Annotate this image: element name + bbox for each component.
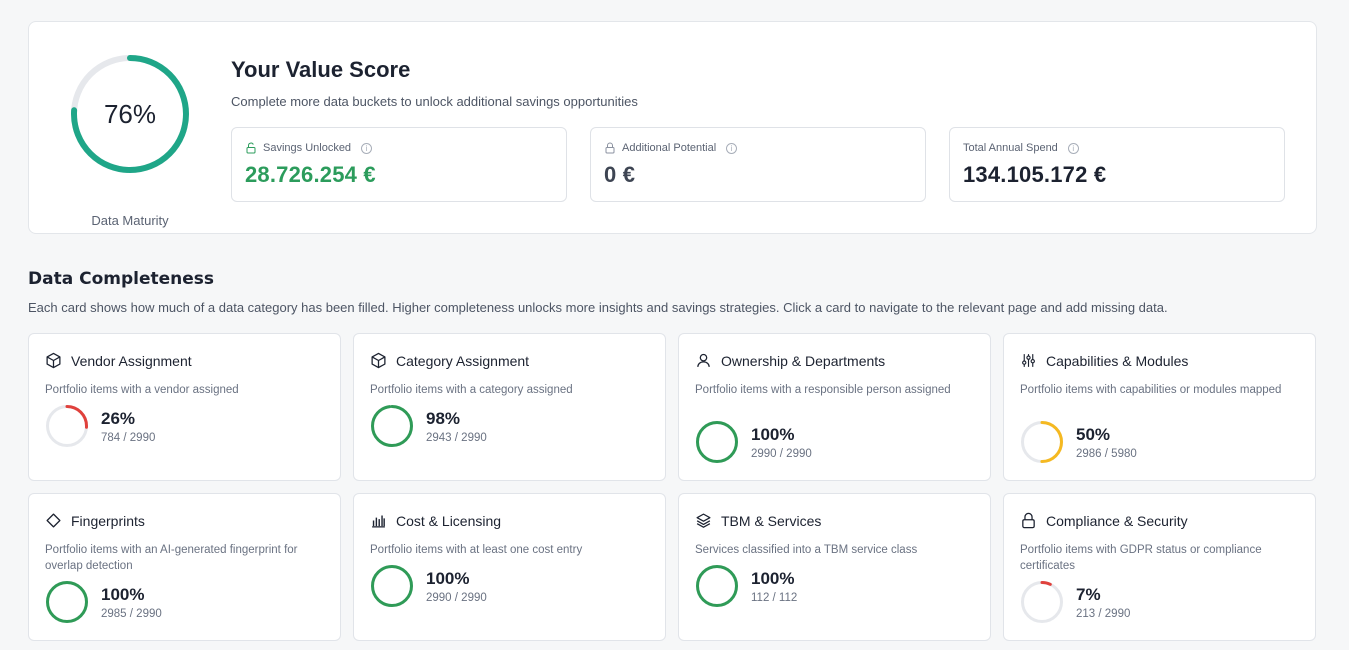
card-percent: 100% xyxy=(751,424,795,444)
card-description: Portfolio items with GDPR status or comp… xyxy=(1020,544,1262,572)
card-capabilities-modules[interactable]: Capabilities & Modules Portfolio items w… xyxy=(1003,333,1316,481)
card-count: 2985 / 2990 xyxy=(101,607,162,620)
card-count: 2943 / 2990 xyxy=(426,431,487,444)
data-completeness-description: Each card shows how much of a data categ… xyxy=(28,300,1168,315)
box-icon xyxy=(371,352,386,369)
metric-savings-unlocked: Savings Unlocked i 28.726.254 € xyxy=(231,127,567,202)
lock-open-icon xyxy=(246,142,256,154)
card-percent: 100% xyxy=(101,584,145,604)
card-title: Compliance & Security xyxy=(1046,512,1188,529)
card-percent: 50% xyxy=(1076,424,1111,444)
card-compliance-security[interactable]: Compliance & Security Portfolio items wi… xyxy=(1003,493,1316,641)
progress-ring xyxy=(696,421,738,463)
metric-label: Savings Unlocked xyxy=(263,142,352,154)
card-description: Portfolio items with at least one cost e… xyxy=(370,544,583,556)
card-count: 2990 / 2990 xyxy=(751,447,812,460)
card-count: 2986 / 5980 xyxy=(1076,447,1137,460)
card-title: Vendor Assignment xyxy=(71,352,192,369)
maturity-ring xyxy=(71,55,189,173)
card-percent: 100% xyxy=(426,568,470,588)
metric-value: 0 € xyxy=(604,162,636,187)
progress-ring xyxy=(371,405,413,447)
value-score-subtitle: Complete more data buckets to unlock add… xyxy=(231,94,638,109)
layers-icon xyxy=(696,513,711,528)
maturity-percent: 76% xyxy=(103,98,157,129)
card-title: Category Assignment xyxy=(396,352,530,369)
card-title: TBM & Services xyxy=(721,512,822,529)
card-percent: 100% xyxy=(751,568,795,588)
data-maturity-gauge: 76% Data Maturity xyxy=(68,52,192,228)
card-count: 112 / 112 xyxy=(751,591,798,604)
info-icon[interactable]: i xyxy=(361,142,373,154)
card-count: 213 / 2990 xyxy=(1076,607,1131,620)
metric-label: Additional Potential xyxy=(622,142,717,154)
card-title: Ownership & Departments xyxy=(721,352,886,369)
card-title: Cost & Licensing xyxy=(396,512,502,529)
progress-ring xyxy=(696,565,738,607)
card-category-assignment[interactable]: Category Assignment Portfolio items with… xyxy=(353,333,666,481)
box-icon xyxy=(46,352,61,369)
card-title: Fingerprints xyxy=(71,512,145,529)
lock-icon xyxy=(605,142,615,154)
metric-total-annual-spend: Total Annual Spend i 134.105.172 € xyxy=(949,127,1285,202)
card-percent: 7% xyxy=(1076,584,1101,604)
metric-label: Total Annual Spend xyxy=(963,142,1058,154)
card-description: Portfolio items with a category assigned xyxy=(370,384,573,396)
value-score-card: 76% Data Maturity Your Value Score Compl… xyxy=(28,21,1317,234)
card-tbm-services[interactable]: TBM & Services Services classified into … xyxy=(678,493,991,641)
progress-ring xyxy=(46,405,88,447)
value-score-title: Your Value Score xyxy=(231,57,411,82)
card-count: 2990 / 2990 xyxy=(426,591,487,604)
card-percent: 26% xyxy=(101,408,136,428)
data-completeness-title: Data Completeness xyxy=(28,269,215,289)
user-icon xyxy=(697,353,710,367)
card-ownership-departments[interactable]: Ownership & Departments Portfolio items … xyxy=(678,333,991,481)
card-description: Portfolio items with a responsible perso… xyxy=(695,384,951,396)
card-count: 784 / 2990 xyxy=(101,431,156,444)
card-description: Portfolio items with a vendor assigned xyxy=(45,384,239,396)
sliders-icon xyxy=(1022,354,1035,367)
card-title: Capabilities & Modules xyxy=(1046,352,1189,369)
bar-chart-icon xyxy=(372,515,385,528)
metric-value: 134.105.172 € xyxy=(963,162,1107,187)
maturity-label: Data Maturity xyxy=(91,213,169,228)
card-vendor-assignment[interactable]: Vendor Assignment Portfolio items with a… xyxy=(28,333,341,481)
card-description: Services classified into a TBM service c… xyxy=(695,544,918,556)
card-fingerprints[interactable]: Fingerprints Portfolio items with an AI-… xyxy=(28,493,341,641)
info-icon[interactable]: i xyxy=(726,142,738,154)
metric-additional-potential: Additional Potential i 0 € xyxy=(590,127,926,202)
diamond-icon xyxy=(46,513,61,528)
progress-ring xyxy=(1021,421,1063,463)
card-cost-licensing[interactable]: Cost & Licensing Portfolio items with at… xyxy=(353,493,666,641)
card-percent: 98% xyxy=(426,408,461,428)
card-description: Portfolio items with capabilities or mod… xyxy=(1020,384,1282,396)
progress-ring xyxy=(371,565,413,607)
lock-icon xyxy=(1022,512,1035,529)
metric-value: 28.726.254 € xyxy=(245,162,376,187)
progress-ring xyxy=(46,581,88,623)
progress-ring xyxy=(1021,581,1063,623)
card-description: Portfolio items with an AI-generated fin… xyxy=(45,544,298,572)
info-icon[interactable]: i xyxy=(1067,142,1079,154)
